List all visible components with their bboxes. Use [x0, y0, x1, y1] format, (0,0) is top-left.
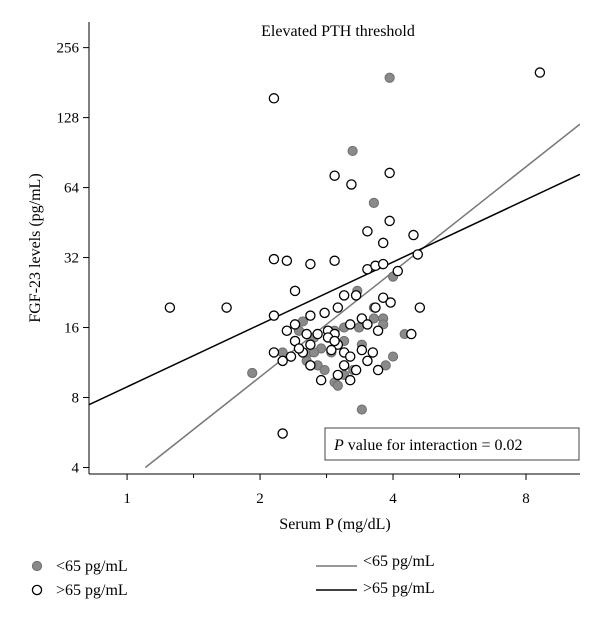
point-over65 — [164, 302, 176, 313]
legend-marker-under65 — [31, 560, 43, 572]
point-over65 — [372, 364, 384, 376]
point-under65 — [387, 351, 399, 362]
point-over65 — [268, 310, 280, 321]
point-over65 — [414, 302, 426, 313]
point-over65 — [338, 290, 350, 301]
y-tick-label-128: 128 — [57, 111, 80, 127]
fit-line-over65 — [89, 173, 580, 406]
annotation-p-label: P — [333, 437, 344, 454]
point-over65 — [356, 344, 368, 356]
fit-line-under65 — [144, 123, 580, 469]
x-axis-title: Serum P (mg/dL) — [279, 516, 390, 533]
x-tick-label-8: 8 — [522, 491, 530, 507]
point-over65 — [289, 319, 301, 330]
point-over65 — [350, 364, 362, 376]
point-over65 — [285, 351, 297, 362]
y-tick-label-4: 4 — [72, 460, 80, 476]
point-under65 — [368, 197, 379, 208]
legend-label-under65-line: <65 pg/mL — [363, 553, 435, 570]
point-over65 — [332, 302, 344, 313]
point-over65 — [362, 226, 373, 237]
point-under65 — [247, 367, 258, 379]
x-tick-label-4: 4 — [389, 491, 397, 507]
point-over65 — [344, 351, 356, 362]
point-over65 — [221, 302, 232, 313]
point-over65 — [367, 347, 379, 358]
x-tick-label-2: 2 — [256, 491, 264, 507]
point-over65 — [268, 93, 280, 104]
point-over65 — [329, 170, 340, 181]
y-tick-label-256: 256 — [57, 41, 80, 57]
legend-marker-over65 — [31, 584, 43, 596]
interaction-annotation: P value for interaction = 0.02 — [324, 427, 580, 461]
y-tick-label-16: 16 — [64, 321, 80, 337]
x-tick-label-1: 1 — [123, 491, 131, 507]
point-over65 — [305, 360, 316, 371]
point-over65 — [289, 285, 301, 297]
point-over65 — [344, 319, 356, 330]
svg-text:P value for interaction = 0.02: P value for interaction = 0.02 — [333, 437, 523, 454]
point-over65 — [268, 347, 280, 358]
annotation-rest: value for interaction = 0.02 — [344, 437, 523, 454]
point-under65 — [319, 364, 330, 376]
point-over65 — [377, 258, 389, 270]
point-over65 — [346, 179, 357, 190]
point-over65 — [362, 319, 373, 330]
legend-label-over65-line: >65 pg/mL — [363, 580, 435, 597]
point-over65 — [406, 328, 417, 340]
point-over65 — [277, 355, 288, 367]
annotation-box — [324, 427, 580, 461]
point-over65 — [370, 302, 381, 313]
point-over65 — [329, 255, 340, 267]
legend: <65 pg/mL >65 pg/mL <65 pg/mL >65 pg/mL — [31, 553, 435, 599]
point-under65 — [332, 380, 343, 391]
point-over65 — [362, 355, 373, 367]
point-over65 — [338, 360, 350, 371]
point-over65 — [534, 67, 546, 78]
point-over65 — [326, 344, 337, 356]
point-over65 — [344, 374, 356, 386]
y-tick-label-32: 32 — [64, 251, 79, 267]
point-under65 — [347, 145, 358, 157]
legend-label-over65-points: >65 pg/mL — [56, 582, 128, 599]
y-axis-title: FGF-23 levels (pg/mL) — [27, 173, 44, 322]
point-over65 — [305, 339, 316, 350]
point-over65 — [301, 328, 312, 340]
point-under65 — [384, 72, 395, 83]
point-under65 — [356, 404, 367, 415]
point-over65 — [329, 335, 340, 347]
point-over65 — [293, 343, 305, 354]
point-over65 — [319, 307, 330, 319]
y-tick-label-8: 8 — [72, 391, 80, 407]
legend-label-under65-points: <65 pg/mL — [56, 558, 128, 575]
point-over65 — [305, 258, 316, 270]
point-over65 — [412, 249, 423, 260]
point-over65 — [277, 428, 288, 439]
point-over65 — [384, 215, 395, 227]
point-over65 — [332, 369, 344, 381]
point-over65 — [384, 167, 395, 179]
point-over65 — [392, 265, 404, 277]
point-over65 — [377, 292, 389, 303]
y-tick-label-64: 64 — [64, 181, 80, 197]
point-over65 — [281, 255, 293, 267]
point-over65 — [315, 374, 327, 386]
point-over65 — [305, 310, 316, 321]
point-over65 — [408, 229, 419, 241]
point-over65 — [377, 237, 389, 249]
point-over65 — [312, 328, 323, 340]
point-over65 — [350, 290, 362, 301]
point-over65 — [268, 253, 280, 265]
point-over65 — [385, 297, 396, 308]
point-over65 — [281, 325, 293, 336]
point-over65 — [372, 325, 384, 336]
point-under65 — [380, 360, 391, 371]
chart-title: Elevated PTH threshold — [261, 23, 415, 40]
